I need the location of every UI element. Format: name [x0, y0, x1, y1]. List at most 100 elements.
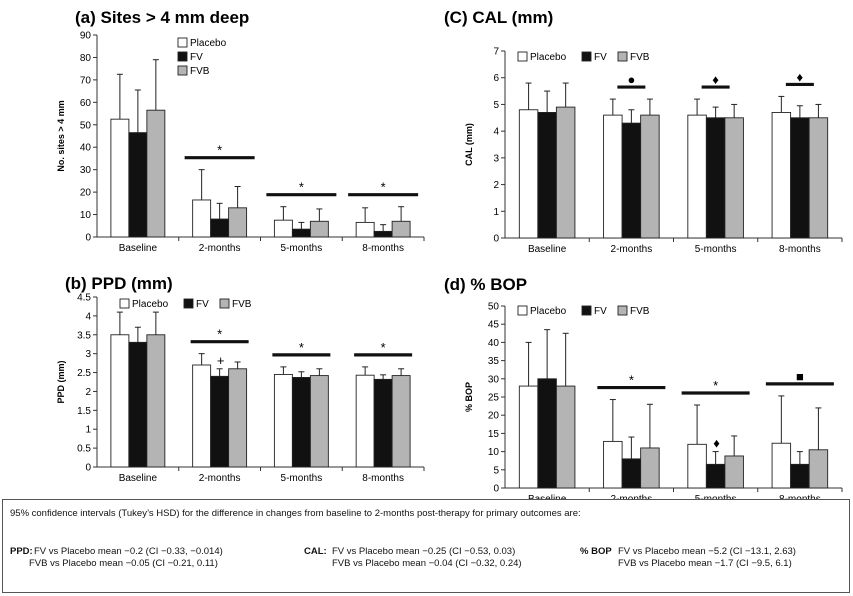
legend-swatch-fv	[183, 298, 194, 309]
y-tick-label: 70	[80, 75, 92, 86]
bar-fv-8-months	[373, 230, 393, 238]
y-tick-label: 50	[80, 120, 92, 131]
chart-panel-a: (a) Sites > 4 mm deep 0 10 20 30 40 50 60 70 80 90…	[56, 8, 425, 254]
bar-fv-baseline	[128, 132, 148, 238]
y-tick-label: 2	[493, 180, 499, 191]
bar-placebo-2-months	[192, 199, 212, 238]
y-tick-label: 7	[493, 47, 499, 58]
bar-fv-8-months	[790, 117, 810, 239]
x-tick-label: 2-months	[199, 473, 241, 484]
legend-swatch-fvb	[617, 305, 628, 316]
bar-placebo-8-months	[771, 111, 792, 239]
bar-fvb-5-months	[724, 117, 744, 239]
y-tick-label: 35	[488, 356, 500, 367]
bar-fvb-2-months	[640, 447, 660, 489]
significance-marker: *	[299, 340, 304, 355]
legend-swatch-placebo	[517, 305, 528, 316]
significance-marker: *	[217, 327, 222, 342]
cal-fvb-ci: FVB vs Placebo mean −0.04 (CI −0.32, 0.2…	[332, 558, 522, 569]
y-tick-label: 1	[85, 425, 91, 436]
chart-panel-d: (d) % BOP 0 5 10 15 20 25 30 35 40 45 50 % BOP Baseli…	[444, 275, 843, 500]
legend-label-fv: FV	[190, 52, 203, 63]
bar-fv-5-months	[291, 228, 311, 238]
bar-placebo-2-months	[603, 114, 623, 239]
y-tick-label: 10	[488, 447, 500, 458]
ppd-fvb-ci: FVB vs Placebo mean −0.05 (CI −0.21, 0.1…	[29, 558, 218, 569]
chart-panel-c: (C) CAL (mm) 0 1 2 3 4 5 6 7 CAL (mm) Baseline 2-mo…	[444, 8, 843, 255]
x-tick-label: Baseline	[528, 244, 567, 255]
y-tick-label: 5	[493, 465, 499, 476]
bar-fv-baseline	[537, 378, 557, 489]
x-tick-label: Baseline	[119, 243, 158, 254]
chart-panel-b: (b) PPD (mm) 0 0.5 1 1.5 2 2.5 3 3.5 4 4.5 PPD (mm)…	[56, 274, 425, 484]
bar-placebo-baseline	[518, 385, 539, 489]
bop-fvb-ci: FVB vs Placebo mean −1.7 (CI −9.5, 6.1)	[618, 558, 792, 569]
x-tick-label: 5-months	[281, 473, 323, 484]
legend-label-placebo: Placebo	[530, 306, 567, 317]
x-tick-label: 2-months	[199, 243, 241, 254]
ci-header: 95% confidence intervals (Tukey’s HSD) f…	[10, 508, 581, 519]
bar-fvb-baseline	[555, 106, 576, 239]
bar-placebo-baseline	[110, 118, 130, 238]
x-tick-label: 8-months	[779, 494, 821, 500]
legend-swatch-fvb	[617, 51, 628, 62]
cal-fv-ci: FV vs Placebo mean −0.25 (CI −0.53, 0.03…	[332, 546, 516, 557]
x-tick-label: 8-months	[362, 243, 404, 254]
y-tick-label: 0	[85, 463, 91, 474]
y-tick-label: 2	[85, 387, 91, 398]
bar-fvb-5-months	[724, 455, 744, 489]
bar-fv-5-months	[705, 463, 726, 489]
y-tick-label: 45	[488, 320, 500, 331]
panel-title: (b) PPD (mm)	[65, 274, 173, 293]
y-axis-label: CAL (mm)	[464, 123, 474, 166]
y-tick-label: 40	[488, 338, 500, 349]
y-tick-label: 80	[80, 53, 92, 64]
legend-label-fvb: FVB	[232, 299, 252, 310]
legend-swatch-fv	[177, 51, 188, 62]
y-tick-label: 6	[493, 73, 499, 84]
bar-placebo-5-months	[687, 114, 707, 239]
cal-label: CAL:	[304, 546, 327, 557]
y-axis-label: No. sites > 4 mm	[56, 100, 66, 171]
bar-fv-2-months	[621, 122, 642, 239]
bar-placebo-baseline	[518, 109, 539, 239]
legend-swatch-fvb	[177, 65, 188, 76]
legend-label-placebo: Placebo	[530, 52, 567, 63]
y-tick-label: 3	[85, 349, 91, 360]
ppd-fv-ci: FV vs Placebo mean −0.2 (CI −0.33, −0.01…	[34, 546, 223, 557]
bar-fvb-5-months	[309, 220, 329, 238]
bar-fvb-8-months	[808, 117, 829, 239]
legend-swatch-fv	[581, 305, 592, 316]
y-tick-label: 25	[488, 393, 500, 404]
y-tick-label: 5	[493, 100, 499, 111]
y-tick-label: 60	[80, 98, 92, 109]
significance-marker: ●	[627, 72, 635, 87]
legend-label-fvb: FVB	[630, 52, 650, 63]
significance-marker: ♦	[712, 72, 719, 87]
x-tick-label: 2-months	[611, 494, 653, 500]
bar-fvb-2-months	[228, 368, 248, 468]
x-tick-label: Baseline	[119, 473, 158, 484]
y-tick-label: 4	[85, 311, 91, 322]
bar-fv-5-months	[705, 117, 726, 239]
y-tick-label: 0	[493, 484, 499, 495]
legend-label-placebo: Placebo	[132, 299, 169, 310]
legend-swatch-placebo	[177, 37, 188, 48]
significance-marker: ■	[796, 369, 804, 384]
legend-label-placebo: Placebo	[190, 38, 227, 49]
bop-fv-ci: FV vs Placebo mean −5.2 (CI −13.1, 2.63)	[618, 546, 796, 557]
bar-fv-baseline	[128, 341, 148, 468]
bar-fvb-8-months	[391, 220, 411, 238]
bar-placebo-baseline	[110, 334, 130, 468]
y-axis-label: PPD (mm)	[56, 360, 66, 403]
legend-swatch-fv	[581, 51, 592, 62]
x-tick-label: Baseline	[528, 494, 567, 500]
significance-marker: *	[217, 143, 222, 158]
legend-swatch-placebo	[517, 51, 528, 62]
bar-fvb-baseline	[555, 385, 576, 489]
y-tick-label: 90	[80, 31, 92, 42]
bar-placebo-2-months	[192, 364, 212, 468]
x-tick-label: 5-months	[695, 494, 737, 500]
significance-marker: ♦	[797, 69, 804, 84]
y-tick-label: 10	[80, 210, 92, 221]
